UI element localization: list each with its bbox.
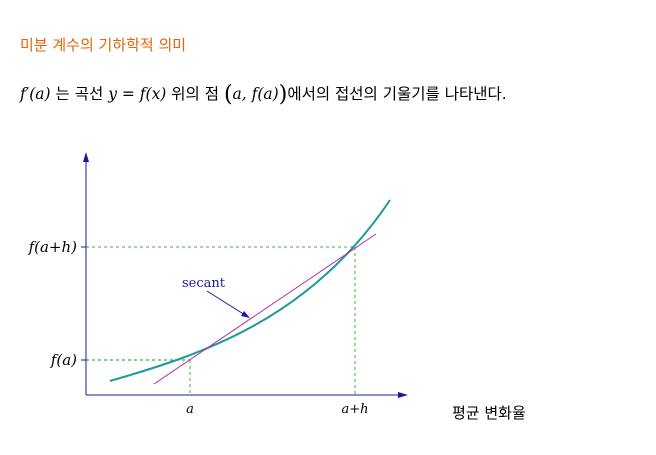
y-axis-arrow bbox=[83, 152, 89, 162]
secant-line bbox=[153, 233, 377, 385]
y-tick-label-top: f(a+h) bbox=[28, 238, 78, 256]
derivative-statement: f′(a) 는 곡선 y = f(x) 위의 점 (a, f(a))에서의 접선… bbox=[20, 80, 507, 107]
secant-label: secant bbox=[182, 276, 226, 291]
x-tick-label-right: a+h bbox=[341, 402, 368, 417]
statement-rest: 에서의 접선의 기울기를 나타낸다. bbox=[287, 85, 507, 103]
statement-above: 위의 점 bbox=[171, 85, 220, 103]
function-curve bbox=[109, 199, 391, 382]
x-tick-label-left: a bbox=[186, 402, 194, 417]
x-axis-arrow bbox=[398, 392, 408, 398]
derivative-symbol: f′(a) bbox=[20, 85, 51, 103]
secant-pointer bbox=[206, 290, 246, 316]
statement-particle: 는 곡선 bbox=[55, 85, 104, 103]
page-heading: 미분 계수의 기하학적 의미 bbox=[20, 36, 187, 54]
point-close-paren: ) bbox=[278, 82, 288, 107]
curve-equation: y = f(x) bbox=[108, 85, 167, 103]
secant-pointer-arrow bbox=[241, 311, 250, 318]
average-rate-caption: 평균 변화율 bbox=[452, 404, 526, 422]
y-tick-label-bottom: f(a) bbox=[50, 351, 77, 369]
point-open-paren: ( bbox=[223, 82, 233, 107]
point-coordinates: a, f(a) bbox=[232, 85, 279, 103]
